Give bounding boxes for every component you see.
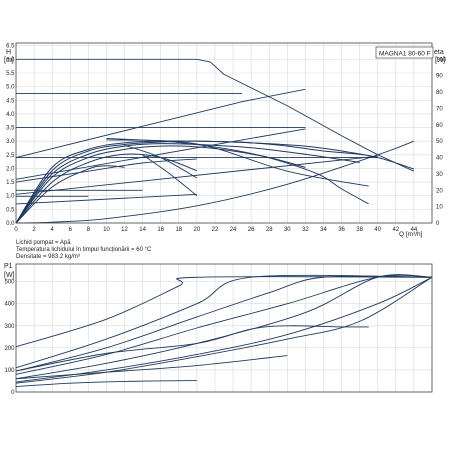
x-tick-label: 30 xyxy=(284,227,291,233)
p1-tick-label: 300 xyxy=(4,324,15,330)
qh-curve-head-0 xyxy=(16,58,415,172)
note-density: Densitate = 983.2 kg/m³ xyxy=(16,254,80,260)
y-tick-label: 5.0 xyxy=(6,85,15,91)
x-tick-label: 6 xyxy=(69,227,73,233)
y-tick-label: 2.0 xyxy=(6,166,15,172)
y2-tick-label: 20 xyxy=(436,188,443,194)
y2-axis-unit: [%] xyxy=(435,57,445,64)
y-tick-label: 0.0 xyxy=(6,221,15,227)
y2-tick-label: 0 xyxy=(436,221,440,227)
y-tick-label: 4.5 xyxy=(6,98,15,104)
p1-curve-6 xyxy=(15,276,433,384)
x-tick-label: 22 xyxy=(212,227,219,233)
y2-tick-label: 90 xyxy=(436,74,443,80)
x-tick-label: 34 xyxy=(320,227,327,233)
x-tick-label: 36 xyxy=(338,227,345,233)
qh-curve-eff-15 xyxy=(15,153,198,224)
y2-tick-label: 40 xyxy=(436,156,443,162)
x-tick-label: 40 xyxy=(374,227,381,233)
note-temperature: Temperatura lichidului în timpul funcțio… xyxy=(16,247,152,253)
qh-curve-ext-21 xyxy=(106,138,369,205)
p1-curve-1 xyxy=(15,274,433,369)
note-fluid: Lichid pompat = Apă xyxy=(16,240,71,246)
y2-tick-label: 10 xyxy=(436,205,443,211)
y-tick-label: 1.0 xyxy=(6,194,15,200)
model-label-box xyxy=(375,46,434,59)
y-tick-label: 3.5 xyxy=(6,126,15,132)
x-tick-label: 0 xyxy=(14,227,18,233)
y-tick-label: 4.0 xyxy=(6,112,15,118)
qh-curve-prop-9 xyxy=(15,193,197,205)
y2-axis-letter: eta xyxy=(434,49,444,56)
p1-axis-letter: P1 xyxy=(4,263,13,270)
x-tick-label: 10 xyxy=(103,227,110,233)
p1-curve-9 xyxy=(15,380,197,387)
y2-tick-label: 50 xyxy=(436,139,443,145)
y-tick-label: 3.0 xyxy=(6,139,15,145)
y-tick-label: 6.0 xyxy=(6,57,15,63)
x-tick-label: 26 xyxy=(248,227,255,233)
y2-tick-label: 80 xyxy=(436,90,443,96)
qh-curve-syscurve-10 xyxy=(15,140,415,224)
p1-tick-label: 100 xyxy=(4,368,15,374)
qh-curve-eff-16 xyxy=(15,165,125,224)
y2-tick-label: 100 xyxy=(436,57,447,63)
y-tick-label: 1.5 xyxy=(6,180,15,186)
qh-curve-eff-13 xyxy=(15,143,360,224)
y-tick-label: 6.5 xyxy=(6,44,15,50)
qh-curve-prop-8 xyxy=(15,155,378,195)
y2-tick-label: 30 xyxy=(436,172,443,178)
y-axis-letter: H xyxy=(6,49,11,56)
p1-curve-5 xyxy=(15,276,433,383)
p1-curve-7 xyxy=(15,325,369,372)
y-tick-label: 2.5 xyxy=(6,153,15,159)
p1-tick-label: 0 xyxy=(11,390,15,396)
x-tick-label: 38 xyxy=(356,227,363,233)
x-tick-label: 24 xyxy=(230,227,237,233)
qh-curve-ext-19 xyxy=(15,158,197,183)
x-tick-label: 4 xyxy=(51,227,55,233)
x-tick-label: 18 xyxy=(175,227,182,233)
qp-plot-frame xyxy=(15,263,433,393)
p1-curve-8 xyxy=(15,355,288,380)
x-tick-label: 12 xyxy=(121,227,128,233)
y2-tick-label: 70 xyxy=(436,106,443,112)
y2-tick-label: 60 xyxy=(436,123,443,129)
p1-tick-label: 200 xyxy=(4,346,15,352)
x-tick-label: 20 xyxy=(194,227,201,233)
y-axis-unit: [m] xyxy=(4,57,14,64)
qh-curve-prop-6 xyxy=(15,88,306,158)
p1-curve-4 xyxy=(15,275,433,372)
p1-tick-label: 500 xyxy=(4,280,15,286)
x-tick-label: 44 xyxy=(411,227,418,233)
p1-axis-unit: [W] xyxy=(4,272,15,279)
qh-curve-prop-7 xyxy=(15,128,306,180)
x-tick-label: 28 xyxy=(266,227,273,233)
y-tick-label: 5.5 xyxy=(6,71,15,77)
model-label: MAGNA1 80-60 F xyxy=(379,51,431,58)
p1-tick-label: 400 xyxy=(4,302,15,308)
qh-curve-ext-17 xyxy=(124,144,198,179)
qh-plot-frame xyxy=(15,42,433,224)
qh-curve-eff-12 xyxy=(15,140,378,224)
qh-curve-ext-18 xyxy=(142,154,198,197)
x-tick-label: 16 xyxy=(157,227,164,233)
x-tick-label: 42 xyxy=(392,227,399,233)
x-tick-label: 32 xyxy=(302,227,309,233)
x-axis-unit: Q [m³/h] xyxy=(399,231,423,238)
p1-curve-0 xyxy=(15,276,433,348)
y-tick-label: 0.5 xyxy=(6,207,15,213)
x-tick-label: 2 xyxy=(32,227,36,233)
x-tick-label: 8 xyxy=(87,227,91,233)
x-tick-label: 14 xyxy=(139,227,146,233)
